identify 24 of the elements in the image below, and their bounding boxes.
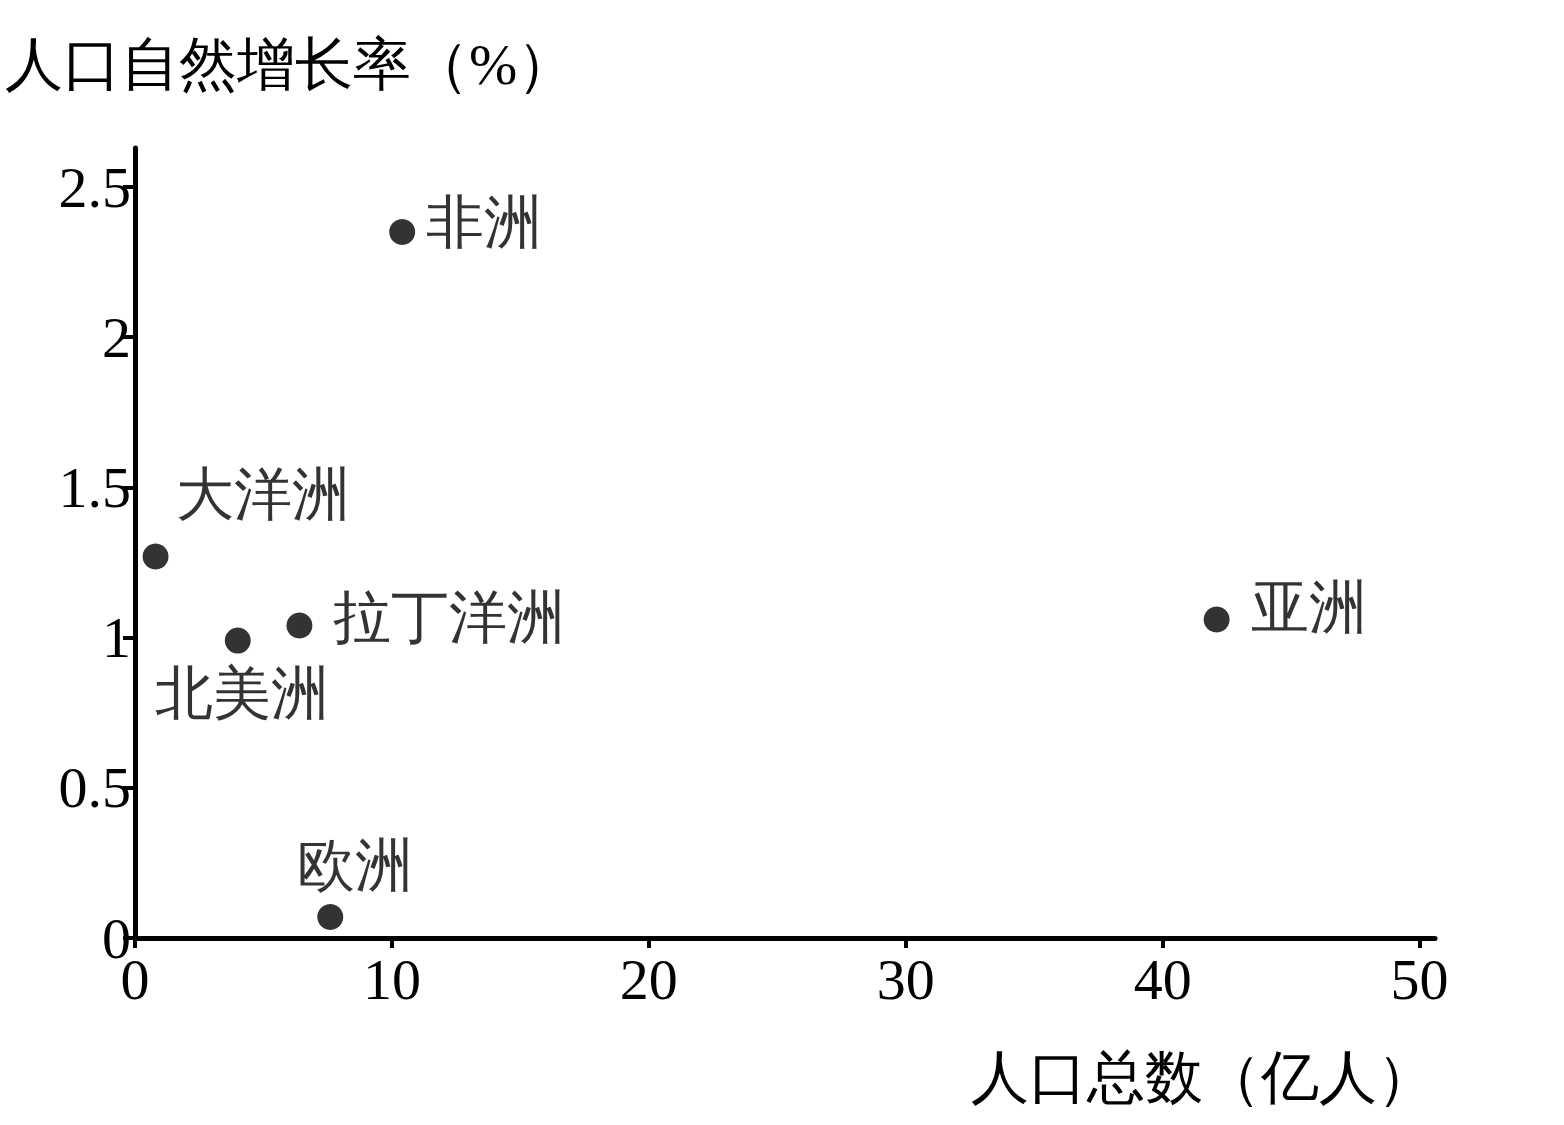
series-label: 大洋洲 (175, 462, 350, 528)
point (389, 219, 416, 246)
x-tick-label: 10 (362, 946, 421, 1012)
y-axis-title: 人口自然增长率（%） (5, 31, 576, 97)
series-label: 欧洲 (297, 833, 414, 899)
y-tick-label: 1.5 (58, 454, 131, 520)
x-tick-label: 50 (1390, 946, 1449, 1012)
x-tick-label: 40 (1133, 946, 1192, 1012)
point (224, 627, 251, 654)
y-tick-label: 2 (102, 304, 131, 370)
x-tick-label: 20 (619, 946, 678, 1012)
series-label: 非洲 (426, 189, 543, 255)
series-label: 拉丁洋洲 (333, 585, 566, 651)
y-tick-label: 0.5 (58, 755, 131, 821)
point (317, 903, 344, 930)
point (142, 543, 169, 570)
y-tick-label: 1 (102, 605, 131, 671)
x-axis-title: 人口总数（亿人） (971, 1044, 1435, 1110)
point (1203, 606, 1230, 633)
point (286, 612, 313, 639)
series-label: 北美洲 (154, 661, 329, 727)
y-tick-label: 2.5 (58, 154, 131, 220)
series-label: 亚洲 (1250, 575, 1367, 641)
x-tick-label: 30 (876, 946, 935, 1012)
